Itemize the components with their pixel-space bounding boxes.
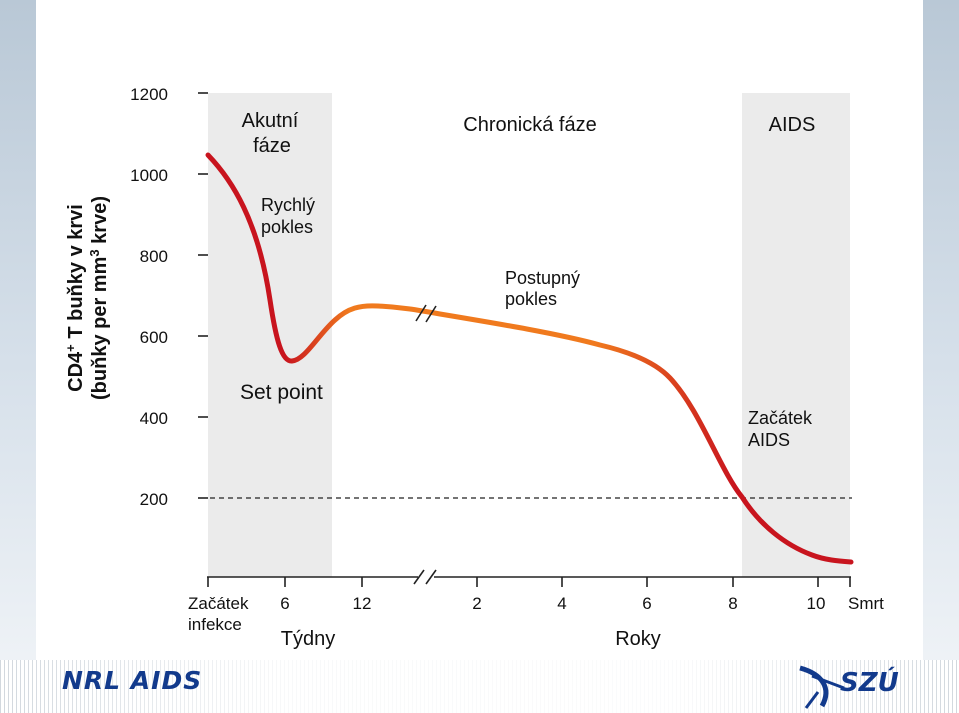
x-tick-label: 10 bbox=[807, 594, 826, 613]
szu-logo-mark-icon bbox=[799, 665, 845, 709]
x-tick-label: 12 bbox=[353, 594, 372, 613]
x-unit-years: Roky bbox=[615, 628, 661, 650]
aids-phase-shading bbox=[742, 93, 850, 577]
y-title-line1-rest: T buňky v krvi bbox=[65, 204, 87, 344]
annotation-rapid-drop: Rychlý bbox=[261, 195, 315, 215]
y-tick-label: 400 bbox=[140, 409, 168, 428]
phase-label-acute: Akutní bbox=[242, 110, 299, 132]
curve-break-mark bbox=[415, 304, 427, 322]
acute-phase-shading bbox=[208, 93, 332, 577]
x-tick-label: 4 bbox=[557, 594, 566, 613]
x-axis-break-mark bbox=[413, 569, 425, 585]
svg-text:CD4+ T buňky v krvi: CD4+ T buňky v krvi bbox=[63, 204, 88, 392]
nrl-aids-logo: NRL AIDS bbox=[62, 666, 203, 695]
y-title-line2-sup: 3 bbox=[87, 249, 102, 256]
phase-label-chronic: Chronická fáze bbox=[463, 114, 596, 136]
y-tick-label: 1000 bbox=[130, 166, 168, 185]
cd4-count-line bbox=[205, 152, 854, 565]
svg-text:(buňky per mm3 krve): (buňky per mm3 krve) bbox=[87, 196, 112, 400]
x-axis: Začátek infekce 6 12 2 4 6 8 10 Smrt Týd… bbox=[188, 569, 884, 650]
x-axis-break-mark bbox=[425, 569, 437, 585]
curve-break-mark bbox=[425, 305, 437, 323]
y-tick-label: 200 bbox=[140, 490, 168, 509]
y-title-line1-sup: + bbox=[63, 344, 78, 352]
x-tick-label: Smrt bbox=[848, 594, 884, 613]
y-axis: 1200 1000 800 600 400 200 bbox=[130, 85, 208, 509]
phase-label-aids: AIDS bbox=[769, 114, 816, 136]
annotation-rapid-drop: pokles bbox=[261, 217, 313, 237]
y-title-line1-main: CD4 bbox=[65, 351, 87, 392]
y-tick-label: 600 bbox=[140, 328, 168, 347]
y-axis-title: CD4+ T buňky v krvi (buňky per mm3 krve) bbox=[63, 196, 112, 400]
phase-label-acute: fáze bbox=[253, 135, 291, 157]
szu-logo-text: SZÚ bbox=[840, 668, 899, 698]
szu-logo: SZÚ bbox=[792, 664, 932, 710]
footer-band bbox=[0, 660, 959, 713]
right-edge-decoration bbox=[923, 0, 959, 660]
y-tick-label: 1200 bbox=[130, 85, 168, 104]
x-tick-label: infekce bbox=[188, 615, 242, 634]
annotation-set-point: Set point bbox=[240, 381, 323, 404]
annotation-gradual-decline: pokles bbox=[505, 289, 557, 309]
x-unit-weeks: Týdny bbox=[281, 628, 335, 650]
annotation-aids-onset: Začátek bbox=[748, 408, 813, 428]
left-edge-decoration bbox=[0, 0, 36, 660]
x-tick-label: 6 bbox=[642, 594, 651, 613]
x-tick-label: 6 bbox=[280, 594, 289, 613]
x-tick-label: Začátek bbox=[188, 594, 249, 613]
y-title-line2-main: (buňky per mm bbox=[89, 257, 111, 400]
annotation-gradual-decline: Postupný bbox=[505, 268, 580, 288]
x-tick-label: 8 bbox=[728, 594, 737, 613]
y-tick-label: 800 bbox=[140, 247, 168, 266]
cd4-chart: 1200 1000 800 600 400 200 CD4+ T buňky v… bbox=[63, 85, 885, 650]
x-tick-label: 2 bbox=[472, 594, 481, 613]
annotation-aids-onset: AIDS bbox=[748, 430, 790, 450]
y-title-line2-rest: krve) bbox=[89, 196, 111, 249]
